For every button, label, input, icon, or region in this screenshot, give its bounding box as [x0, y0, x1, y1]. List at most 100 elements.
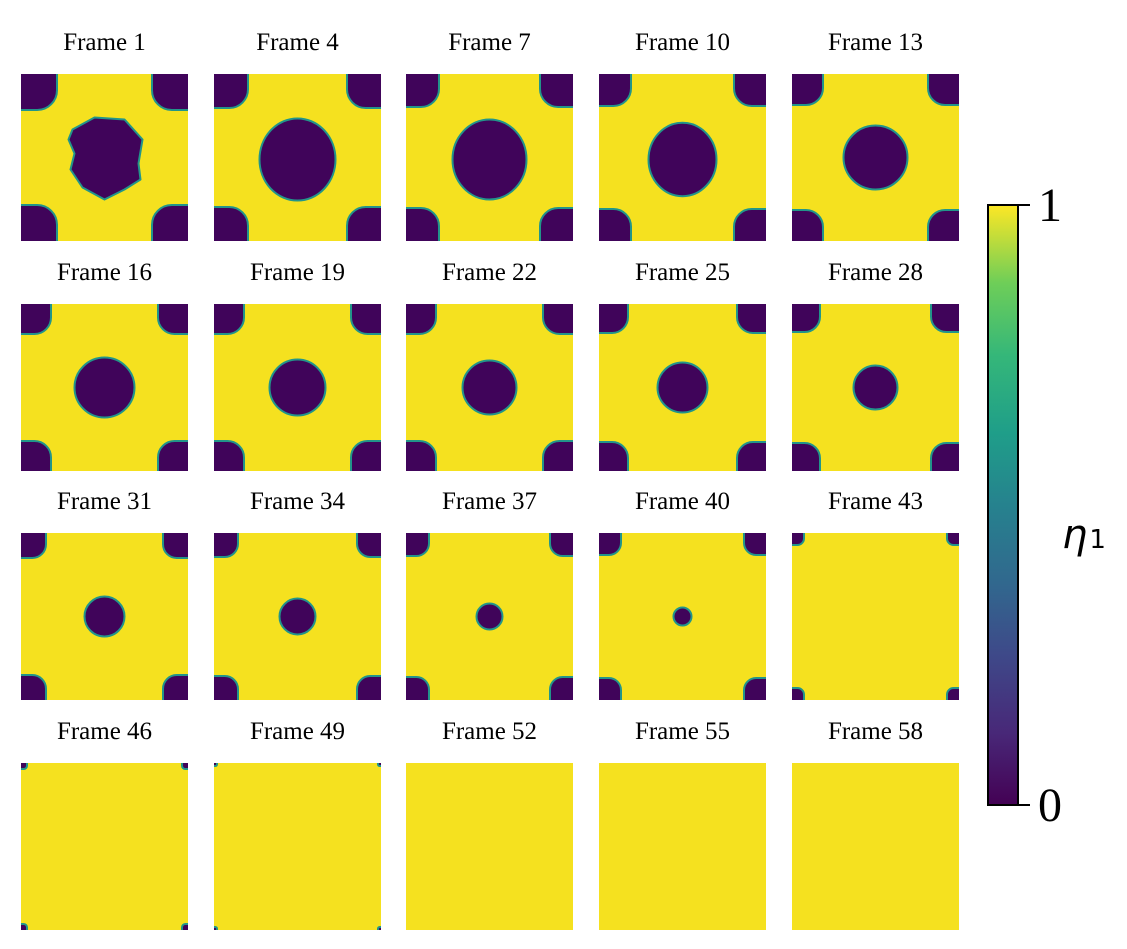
corner-grain — [743, 533, 766, 556]
panel-title: Frame 10 — [635, 29, 730, 56]
panel-title: Frame 37 — [442, 488, 537, 515]
corner-grain — [542, 440, 573, 471]
panel-title: Frame 46 — [57, 718, 152, 745]
central-grain — [461, 359, 518, 416]
corner-grain — [930, 304, 959, 333]
central-grain — [278, 597, 317, 636]
panel-title: Frame 40 — [635, 488, 730, 515]
corner-grain — [792, 687, 805, 700]
corner-grain — [406, 207, 440, 241]
corner-grain — [21, 533, 47, 559]
panel-title: Frame 28 — [828, 259, 923, 286]
panel-title: Frame 34 — [250, 488, 346, 515]
corner-grain — [214, 763, 218, 767]
corner-grain — [214, 533, 239, 558]
corner-grain — [157, 304, 188, 335]
central-grain — [73, 356, 136, 419]
panel-title: Frame 13 — [828, 29, 923, 56]
field-background — [599, 763, 766, 930]
corner-grain — [946, 533, 959, 546]
panel-title: Frame 58 — [828, 718, 923, 745]
corner-grain — [346, 74, 381, 109]
corner-grain — [21, 923, 28, 930]
corner-grain — [599, 677, 622, 700]
corner-grain — [350, 304, 381, 335]
frame-panel: Frame 10 — [599, 29, 766, 241]
panel-grid: Frame 1 Frame 4 Frame 7 Frame 10 Frame 13 Fra… — [21, 29, 959, 930]
panel-title: Frame 7 — [448, 29, 531, 56]
corner-grain — [406, 304, 437, 335]
corner-grain — [151, 204, 188, 241]
panel-title: Frame 25 — [635, 259, 730, 286]
field-background — [214, 763, 381, 930]
corner-grain — [792, 209, 824, 241]
central-grain — [656, 361, 709, 414]
frame-panel: Frame 46 — [21, 718, 188, 930]
frame-panel: Frame 58 — [792, 718, 959, 930]
corner-grain — [214, 206, 249, 241]
corner-grain — [599, 441, 629, 471]
central-grain — [258, 117, 337, 202]
frame-panel: Frame 49 — [214, 718, 381, 930]
corner-grain — [927, 209, 959, 241]
central-grain — [67, 116, 144, 201]
field-background — [406, 763, 573, 930]
frame-panel: Frame 1 — [21, 29, 188, 241]
field-background — [792, 763, 959, 930]
corner-grain — [377, 763, 381, 767]
corner-grain — [792, 533, 805, 546]
corner-grain — [21, 74, 58, 111]
frame-panel: Frame 40 — [599, 488, 766, 700]
central-grain — [852, 364, 899, 411]
corner-grain — [946, 687, 959, 700]
corner-grain — [162, 674, 188, 700]
colorbar-label: η1 — [1062, 512, 1106, 558]
corner-grain — [733, 208, 766, 241]
frame-panel: Frame 28 — [792, 259, 959, 471]
corner-grain — [539, 74, 573, 108]
corner-grain — [539, 207, 573, 241]
corner-grain — [356, 675, 381, 700]
central-grain — [842, 124, 909, 191]
panel-title: Frame 1 — [63, 29, 146, 56]
field-background — [21, 763, 188, 930]
corner-grain — [549, 676, 573, 700]
frame-panel: Frame 4 — [214, 29, 381, 241]
corner-grain — [930, 442, 959, 471]
colorbar-label-symbol: η — [1062, 512, 1087, 558]
corner-grain — [927, 74, 959, 106]
panel-title: Frame 4 — [256, 29, 339, 56]
corner-grain — [350, 440, 381, 471]
corner-grain — [599, 533, 622, 556]
central-grain — [451, 118, 528, 201]
colorbar-gradient — [987, 204, 1019, 806]
corner-grain — [599, 74, 632, 107]
frame-panel: Frame 43 — [792, 488, 959, 700]
frame-panel: Frame 34 — [214, 488, 381, 700]
panel-title: Frame 52 — [442, 718, 537, 745]
corner-grain — [599, 304, 629, 334]
corner-grain — [743, 677, 766, 700]
colorbar-max-label: 1 — [1038, 179, 1062, 232]
frame-panel: Frame 52 — [406, 718, 573, 930]
corner-grain — [346, 206, 381, 241]
corner-grain — [406, 533, 430, 557]
corner-grain — [549, 533, 573, 557]
frame-panel: Frame 13 — [792, 29, 959, 241]
corner-grain — [792, 74, 824, 106]
frame-panel: Frame 25 — [599, 259, 766, 471]
corner-grain — [214, 304, 245, 335]
corner-grain — [214, 675, 239, 700]
corner-grain — [792, 442, 821, 471]
corner-grain — [356, 533, 381, 558]
corner-grain — [542, 304, 573, 335]
colorbar-label-subscript: 1 — [1089, 525, 1106, 555]
corner-grain — [181, 923, 188, 930]
corner-grain — [21, 204, 58, 241]
frame-panel: Frame 16 — [21, 259, 188, 471]
corner-grain — [406, 74, 440, 108]
panel-title: Frame 55 — [635, 718, 730, 745]
central-grain — [647, 121, 718, 198]
corner-grain — [162, 533, 188, 559]
